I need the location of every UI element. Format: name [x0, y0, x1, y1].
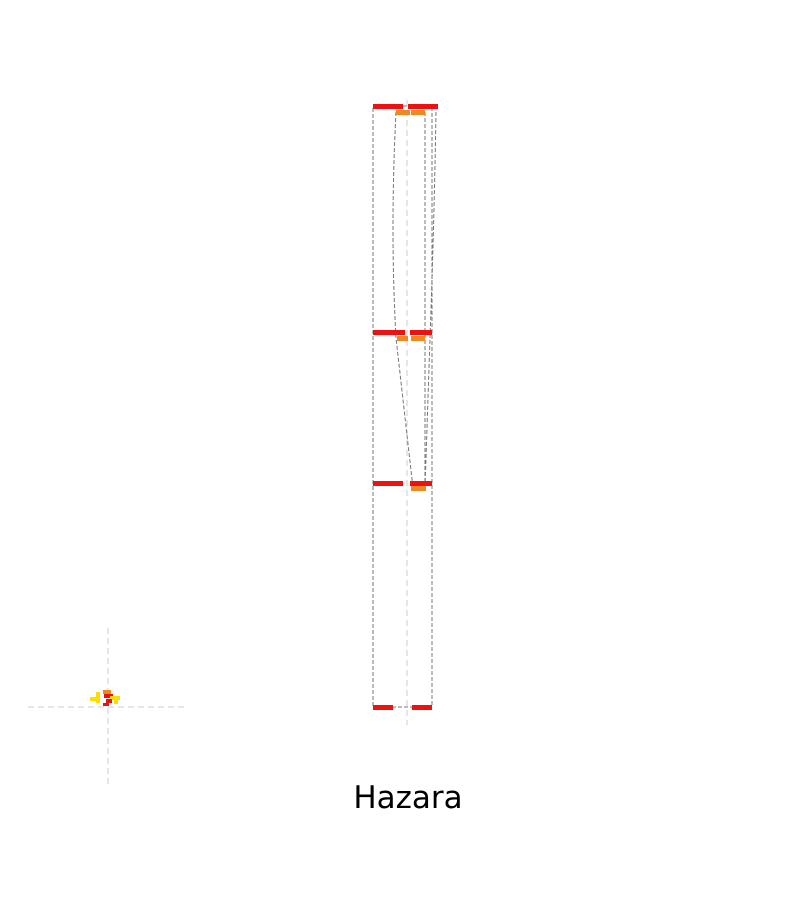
thumbnail-mark-6 [106, 699, 112, 703]
thumbnail-mark-2 [96, 692, 100, 703]
thumbnail-mark-3 [103, 690, 111, 694]
inner-outline-left [392, 111, 414, 489]
band-top-right [408, 104, 438, 109]
figure-caption: Hazara [353, 780, 462, 816]
inner-outline-right [424, 111, 437, 489]
band-top-right-secondary [411, 110, 425, 115]
band-top-left [373, 104, 403, 109]
thumbnail-mark-7 [103, 703, 109, 706]
band-second-left-secondary [397, 336, 408, 341]
band-top-left-secondary [396, 110, 410, 115]
thumbnail-mark-4 [104, 694, 113, 698]
band-third-left [373, 481, 403, 486]
thumbnail-mark-1 [90, 697, 100, 701]
karyotype-thumbnail-icon [28, 628, 188, 788]
band-second-right-secondary [411, 336, 425, 341]
band-bottom-left [373, 705, 393, 710]
band-second-right [410, 330, 432, 335]
outer-frame [372, 105, 433, 708]
band-second-left [373, 330, 405, 335]
band-bottom-right [412, 705, 432, 710]
band-third-secondary [411, 486, 426, 491]
band-third-right [410, 481, 432, 486]
thumbnail-mark-5 [110, 696, 120, 700]
thumbnail-mark-8 [114, 700, 118, 704]
